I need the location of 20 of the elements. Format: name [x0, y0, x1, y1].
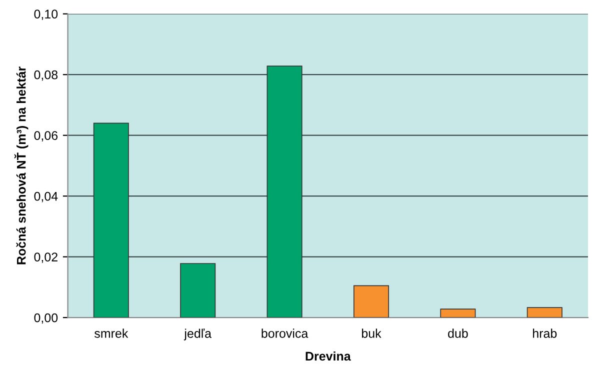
x-axis-title: Drevina — [306, 351, 351, 361]
bar — [353, 285, 390, 318]
bar — [526, 307, 562, 318]
x-tick-label: jedľa — [184, 328, 212, 340]
x-tick-label: dub — [448, 328, 468, 338]
y-axis-title: Ročná snehová NŤ (m³) na hektár — [14, 66, 28, 264]
x-tick-label: buk — [362, 328, 382, 338]
y-tick-label: 0,00 — [34, 313, 58, 324]
bar — [266, 66, 302, 318]
y-tick-label: 0,06 — [34, 131, 58, 142]
x-tick-label: hrab — [533, 328, 557, 338]
x-tick-label: smrek — [94, 328, 128, 338]
bar — [180, 263, 216, 318]
y-tick-label: 0,04 — [34, 192, 58, 202]
bar — [93, 122, 129, 318]
y-tick-label: 0,02 — [34, 252, 58, 263]
x-tick-label: borovica — [262, 328, 308, 338]
y-tick-label: 0,08 — [34, 70, 58, 81]
bar — [440, 308, 476, 318]
y-tick-label: 0,10 — [34, 10, 58, 20]
